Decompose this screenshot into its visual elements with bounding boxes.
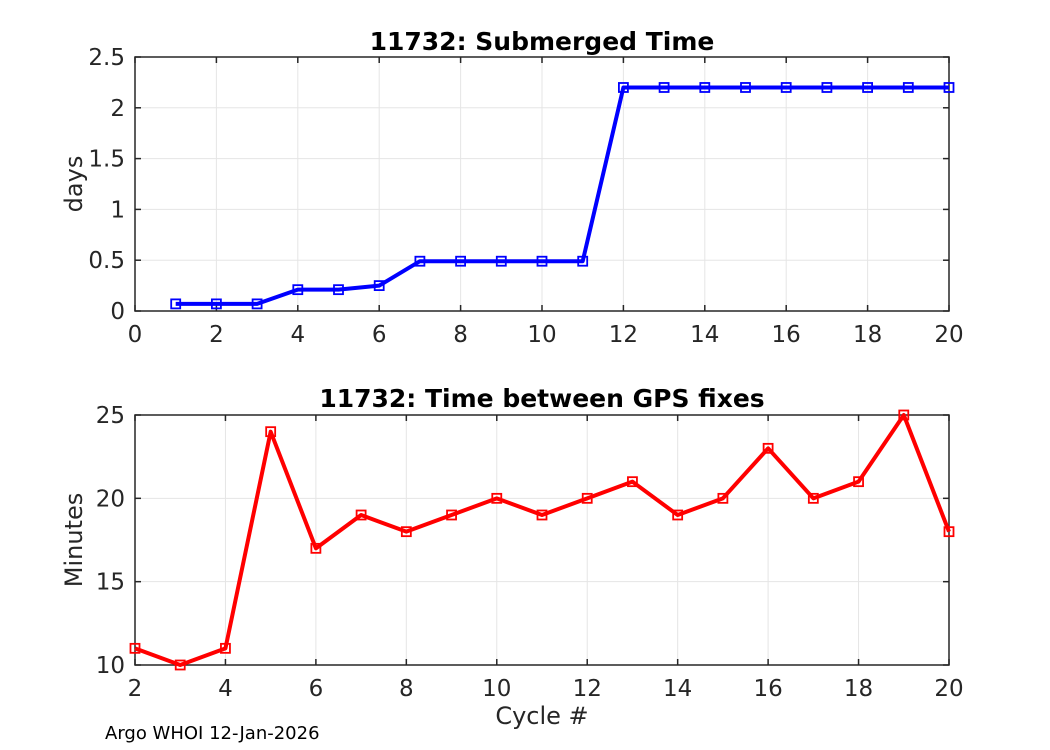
cycle-number-x-axis-label: Cycle # [495,702,589,730]
y-tick-label: 0.5 [88,248,125,274]
y-tick-label: 1.5 [88,147,125,173]
data-point-marker [495,255,507,267]
data-point-marker [821,82,833,93]
figure-footer-note: Argo WHOI 12-Jan-2026 [105,723,320,744]
x-tick-label: 20 [934,676,963,702]
data-point-marker [577,255,589,267]
data-point-marker [333,284,344,296]
x-tick-label: 0 [128,322,143,348]
data-point-marker [618,82,629,93]
data-point-marker [699,82,711,93]
data-point-marker [129,642,141,654]
data-point-marker [265,426,277,438]
data-point-marker [310,542,322,554]
data-point-marker [898,409,910,421]
x-tick-label: 4 [218,676,233,702]
x-tick-label: 6 [309,676,324,702]
data-point-marker [581,492,593,504]
data-point-marker [943,82,955,93]
y-tick-label: 20 [96,486,125,512]
x-tick-label: 20 [934,322,963,348]
x-tick-label: 16 [753,676,782,702]
data-line [134,413,951,667]
data-point-marker [536,509,548,521]
x-tick-label: 8 [399,676,414,702]
data-point-marker [373,280,385,292]
data-point-marker [853,476,864,488]
data-point-marker [174,659,186,671]
data-point-marker [943,526,955,538]
y-tick-label: 1 [110,197,125,223]
data-point-marker [862,82,873,93]
submerged-time-chart-title: 11732: Submerged Time [369,27,715,56]
data-point-marker [170,298,182,310]
x-tick-label: 6 [372,322,387,348]
data-point-marker [210,298,222,310]
data-point-marker [658,82,670,93]
data-point-marker [762,442,774,454]
data-point-marker [414,255,426,267]
y-tick-label: 2 [110,96,125,122]
data-point-marker [717,492,729,504]
data-point-marker [672,509,684,521]
submerged-time-y-axis-label: days [60,155,88,213]
data-point-marker [220,642,231,654]
data-point-marker [355,509,367,521]
y-tick-label: 25 [96,403,125,429]
y-tick-label: 15 [96,570,125,596]
gps-fixes-chart-title: 11732: Time between GPS fixes [319,384,765,413]
x-tick-label: 10 [527,322,556,348]
data-line [175,85,949,306]
data-point-marker [446,509,457,521]
y-tick-label: 10 [96,653,125,679]
data-point-marker [491,492,503,504]
x-tick-label: 8 [453,322,468,348]
data-point-marker [455,255,467,267]
gps-fixes-y-axis-label: Minutes [60,492,88,588]
data-point-marker [400,526,412,538]
x-tick-label: 12 [609,322,638,348]
data-point-marker [292,284,304,296]
x-tick-label: 10 [482,676,511,702]
x-tick-label: 14 [663,676,692,702]
data-point-marker [536,255,548,267]
data-point-marker [807,492,819,504]
x-tick-label: 16 [772,322,801,348]
x-tick-label: 2 [209,322,224,348]
data-point-marker [251,298,263,310]
x-tick-label: 2 [128,676,143,702]
data-point-marker [740,82,751,93]
x-tick-label: 12 [573,676,602,702]
x-tick-label: 18 [853,322,882,348]
data-point-marker [780,82,792,93]
x-tick-label: 14 [690,322,719,348]
y-tick-label: 0 [110,299,125,325]
data-point-marker [902,82,914,93]
axes-box [134,414,950,666]
data-point-marker [627,476,638,488]
x-tick-label: 18 [844,676,873,702]
x-tick-label: 4 [290,322,305,348]
y-tick-label: 2.5 [88,45,125,71]
